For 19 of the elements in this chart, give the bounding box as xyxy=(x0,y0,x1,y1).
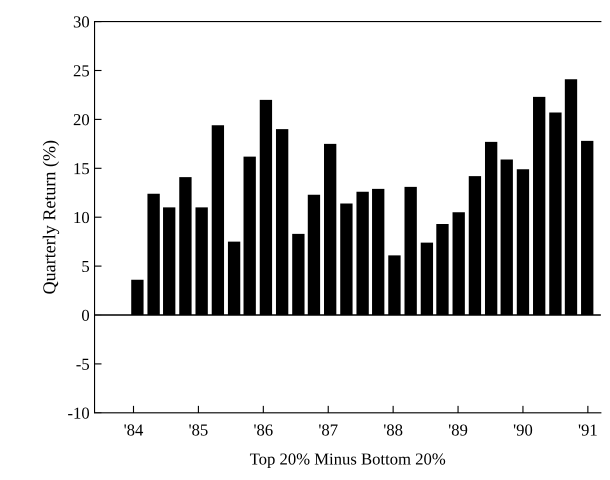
y-tick-label: 0 xyxy=(82,310,90,321)
y-tick-label: 25 xyxy=(74,65,90,76)
x-tick-label: '88 xyxy=(384,424,402,436)
x-axis-title: Top 20% Minus Bottom 20% xyxy=(250,453,446,468)
x-tick-label: '89 xyxy=(448,424,468,436)
x-tick-label: '86 xyxy=(254,424,273,436)
y-tick-label: 20 xyxy=(74,114,90,126)
y-tick-label: 10 xyxy=(74,212,90,224)
x-tick-label: '90 xyxy=(514,424,532,436)
y-tick-label: 30 xyxy=(74,16,90,28)
y-tick-label: -5 xyxy=(76,358,90,370)
x-tick-label: '91 xyxy=(578,424,597,436)
x-tick-label: '87 xyxy=(319,424,338,436)
x-tick-label: '84 xyxy=(124,424,144,436)
y-axis-title: Quarterly Return (%) xyxy=(42,140,60,294)
y-tick-label: 15 xyxy=(74,163,90,174)
x-tick-label: '85 xyxy=(189,424,208,436)
y-tick-label: 5 xyxy=(82,260,90,272)
y-tick-label: -10 xyxy=(68,408,90,419)
